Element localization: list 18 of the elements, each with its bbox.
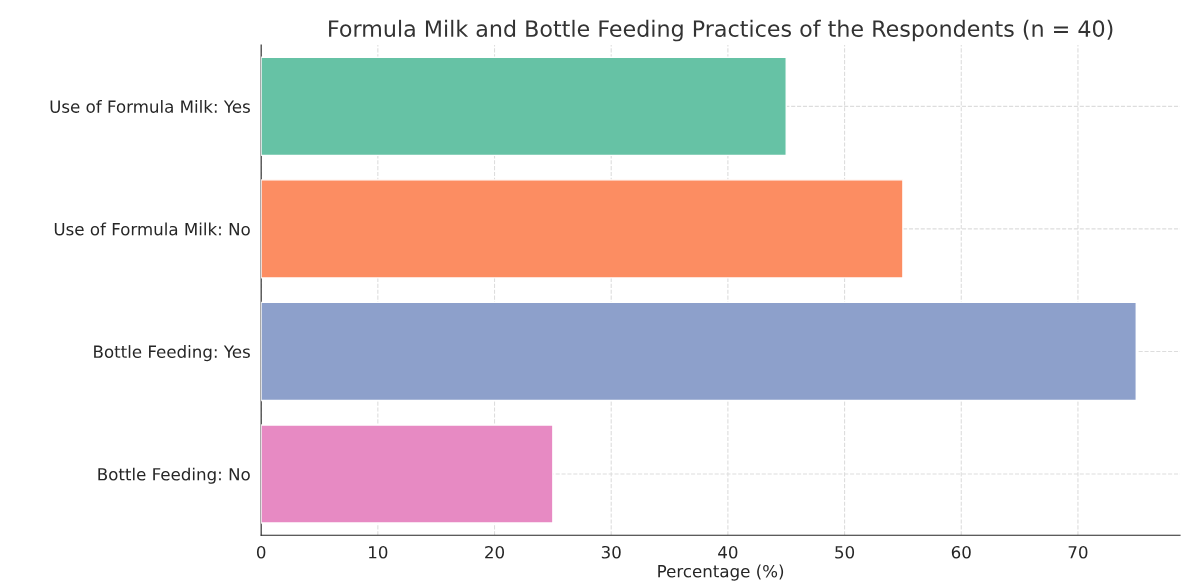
y-tick-label: Use of Formula Milk: Yes	[50, 99, 250, 113]
y-tick-label: Bottle Feeding: Yes	[94, 345, 250, 362]
y-tick-label: Use of Formula Milk: No	[54, 222, 250, 236]
x-tick-label: 60	[951, 545, 971, 559]
x-tick-label: 40	[718, 545, 738, 559]
bar	[261, 424, 554, 524]
x-tick-label: 0	[256, 545, 266, 559]
bar	[261, 301, 1137, 402]
bar	[261, 179, 904, 279]
chart-title: Formula Milk and Bottle Feeding Practices of the Respondents (n = 40)	[329, 19, 1113, 42]
x-tick-label: 30	[601, 545, 621, 559]
y-tick-label: Bottle Feeding: No	[98, 467, 250, 484]
bar	[261, 56, 787, 157]
x-tick-label: 70	[1068, 545, 1088, 559]
x-tick-label: 50	[835, 545, 855, 559]
x-axis-title: Percentage (%)	[658, 564, 784, 581]
x-tick-label: 10	[369, 545, 388, 559]
x-tick-label: 20	[485, 545, 505, 559]
